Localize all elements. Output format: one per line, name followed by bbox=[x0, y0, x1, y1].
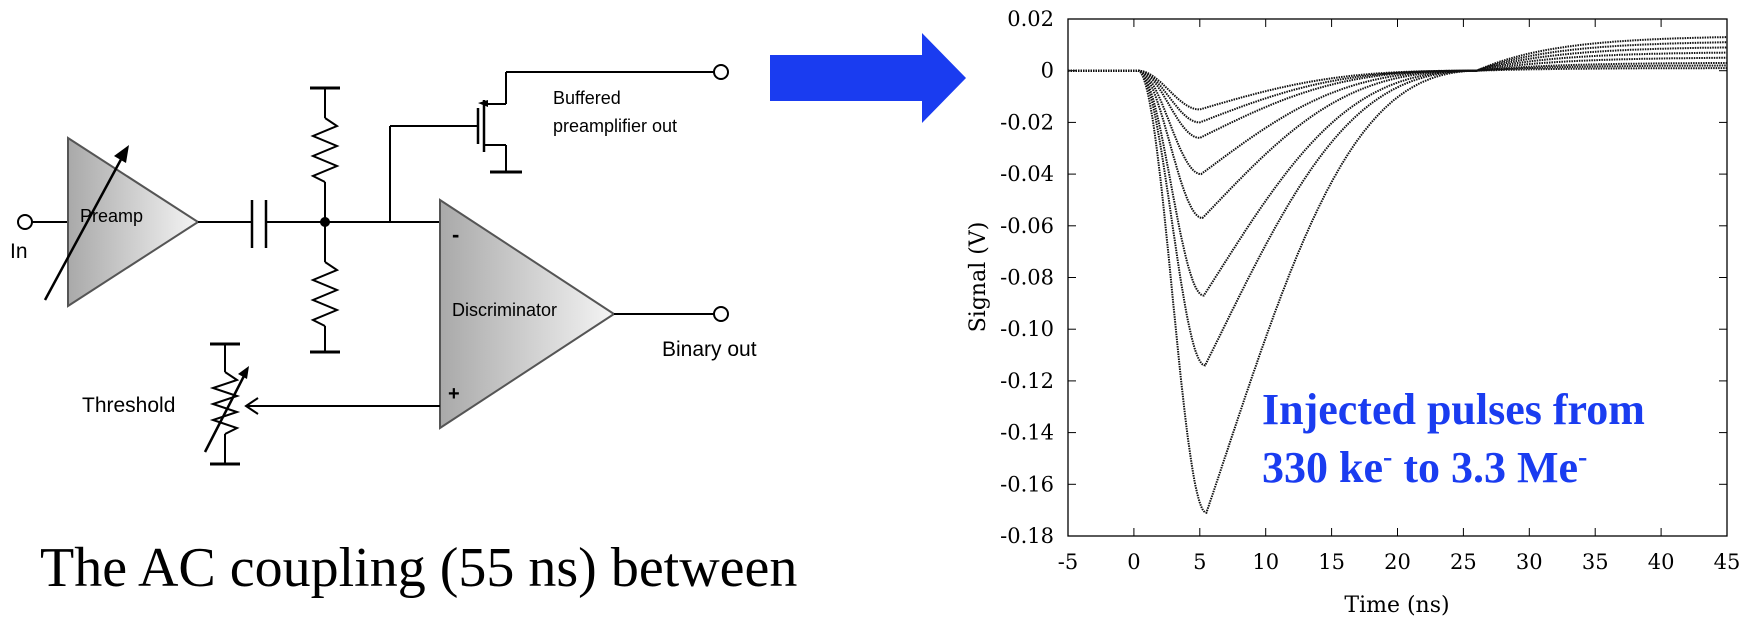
pulse-series-line bbox=[1068, 46, 1728, 297]
y-tick-label: -0.10 bbox=[1000, 317, 1054, 341]
preamp-triangle bbox=[67, 136, 200, 308]
pulse-series-line bbox=[1068, 56, 1727, 176]
annotation-value-high: to 3.3 Me bbox=[1392, 443, 1578, 492]
x-tick-label: 5 bbox=[1193, 550, 1206, 574]
x-tick-label: 25 bbox=[1450, 550, 1477, 574]
x-tick-label: 20 bbox=[1384, 550, 1411, 574]
x-tick-label: 45 bbox=[1714, 550, 1741, 574]
y-tick-label: -0.04 bbox=[1000, 162, 1054, 186]
lower-resistor bbox=[310, 261, 340, 327]
pulse-series-line bbox=[1068, 64, 1727, 124]
y-tick-label: -0.14 bbox=[1000, 421, 1054, 445]
pulse-curves bbox=[1068, 36, 1728, 514]
preamp-label: Preamp bbox=[80, 206, 143, 226]
y-tick-label: 0 bbox=[1041, 59, 1054, 83]
pulse-series-line bbox=[1068, 36, 1727, 514]
x-tick-label: 0 bbox=[1127, 550, 1140, 574]
binary-out-terminal bbox=[713, 306, 729, 322]
pulse-series-line bbox=[1068, 41, 1727, 367]
x-tick-label: 40 bbox=[1648, 550, 1675, 574]
annotation-sup-low: - bbox=[1383, 442, 1392, 473]
annotation-line1: Injected pulses from bbox=[1262, 385, 1645, 434]
y-tick-label: -0.12 bbox=[1000, 369, 1054, 393]
threshold-potentiometer bbox=[209, 371, 241, 435]
pulse-series-line bbox=[1068, 61, 1728, 139]
y-tick-label: -0.02 bbox=[1000, 110, 1054, 134]
buffer-label-line1: Buffered bbox=[553, 88, 621, 108]
x-tick-label: 10 bbox=[1252, 550, 1279, 574]
threshold-label: Threshold bbox=[82, 394, 175, 417]
plus-input-label: + bbox=[448, 383, 460, 405]
annotation-line2: 330 ke- to 3.3 Me- bbox=[1262, 442, 1587, 492]
discriminator-triangle bbox=[439, 198, 616, 430]
x-axis-ticks: -5 0 5 10 15 20 25 30 35 40 45 bbox=[1058, 19, 1741, 574]
preamp-gain-arrow bbox=[43, 151, 127, 301]
y-tick-label: -0.16 bbox=[1000, 472, 1054, 496]
x-axis-label: Time (ns) bbox=[1344, 593, 1449, 618]
y-axis-ticks: 0.02 0 -0.02 -0.04 -0.06 -0.08 -0.10 -0.12 -0.14… bbox=[1000, 7, 1727, 548]
x-tick-label: 15 bbox=[1318, 550, 1345, 574]
y-axis-label: Signal (V) bbox=[966, 222, 991, 333]
circuit-schematic bbox=[17, 64, 729, 466]
pulse-series-line bbox=[1068, 51, 1727, 220]
signal-chart: 0.02 0 -0.02 -0.04 -0.06 -0.08 -0.10 -0.12 -0.14… bbox=[966, 7, 1740, 618]
x-tick-label: 30 bbox=[1516, 550, 1543, 574]
x-tick-label: 35 bbox=[1582, 550, 1609, 574]
y-tick-label: -0.08 bbox=[1000, 266, 1054, 290]
discriminator-label: Discriminator bbox=[452, 300, 557, 320]
annotation-value-low: 330 ke bbox=[1262, 443, 1383, 492]
y-tick-label: -0.18 bbox=[1000, 524, 1054, 548]
input-label: In bbox=[10, 240, 28, 263]
binary-out-label: Binary out bbox=[662, 338, 757, 361]
annotation-sup-high: - bbox=[1578, 442, 1587, 473]
upper-resistor bbox=[310, 117, 340, 183]
x-tick-label: -5 bbox=[1058, 550, 1078, 574]
y-tick-label: 0.02 bbox=[1007, 7, 1054, 31]
buffer-out-terminal bbox=[713, 64, 729, 80]
y-tick-label: -0.06 bbox=[1000, 214, 1054, 238]
input-terminal bbox=[17, 214, 33, 230]
right-arrow bbox=[770, 33, 966, 123]
minus-input-label: - bbox=[452, 222, 459, 247]
buffer-label-line2: preamplifier out bbox=[553, 116, 677, 136]
caption-text: The AC coupling (55 ns) between bbox=[40, 537, 797, 599]
